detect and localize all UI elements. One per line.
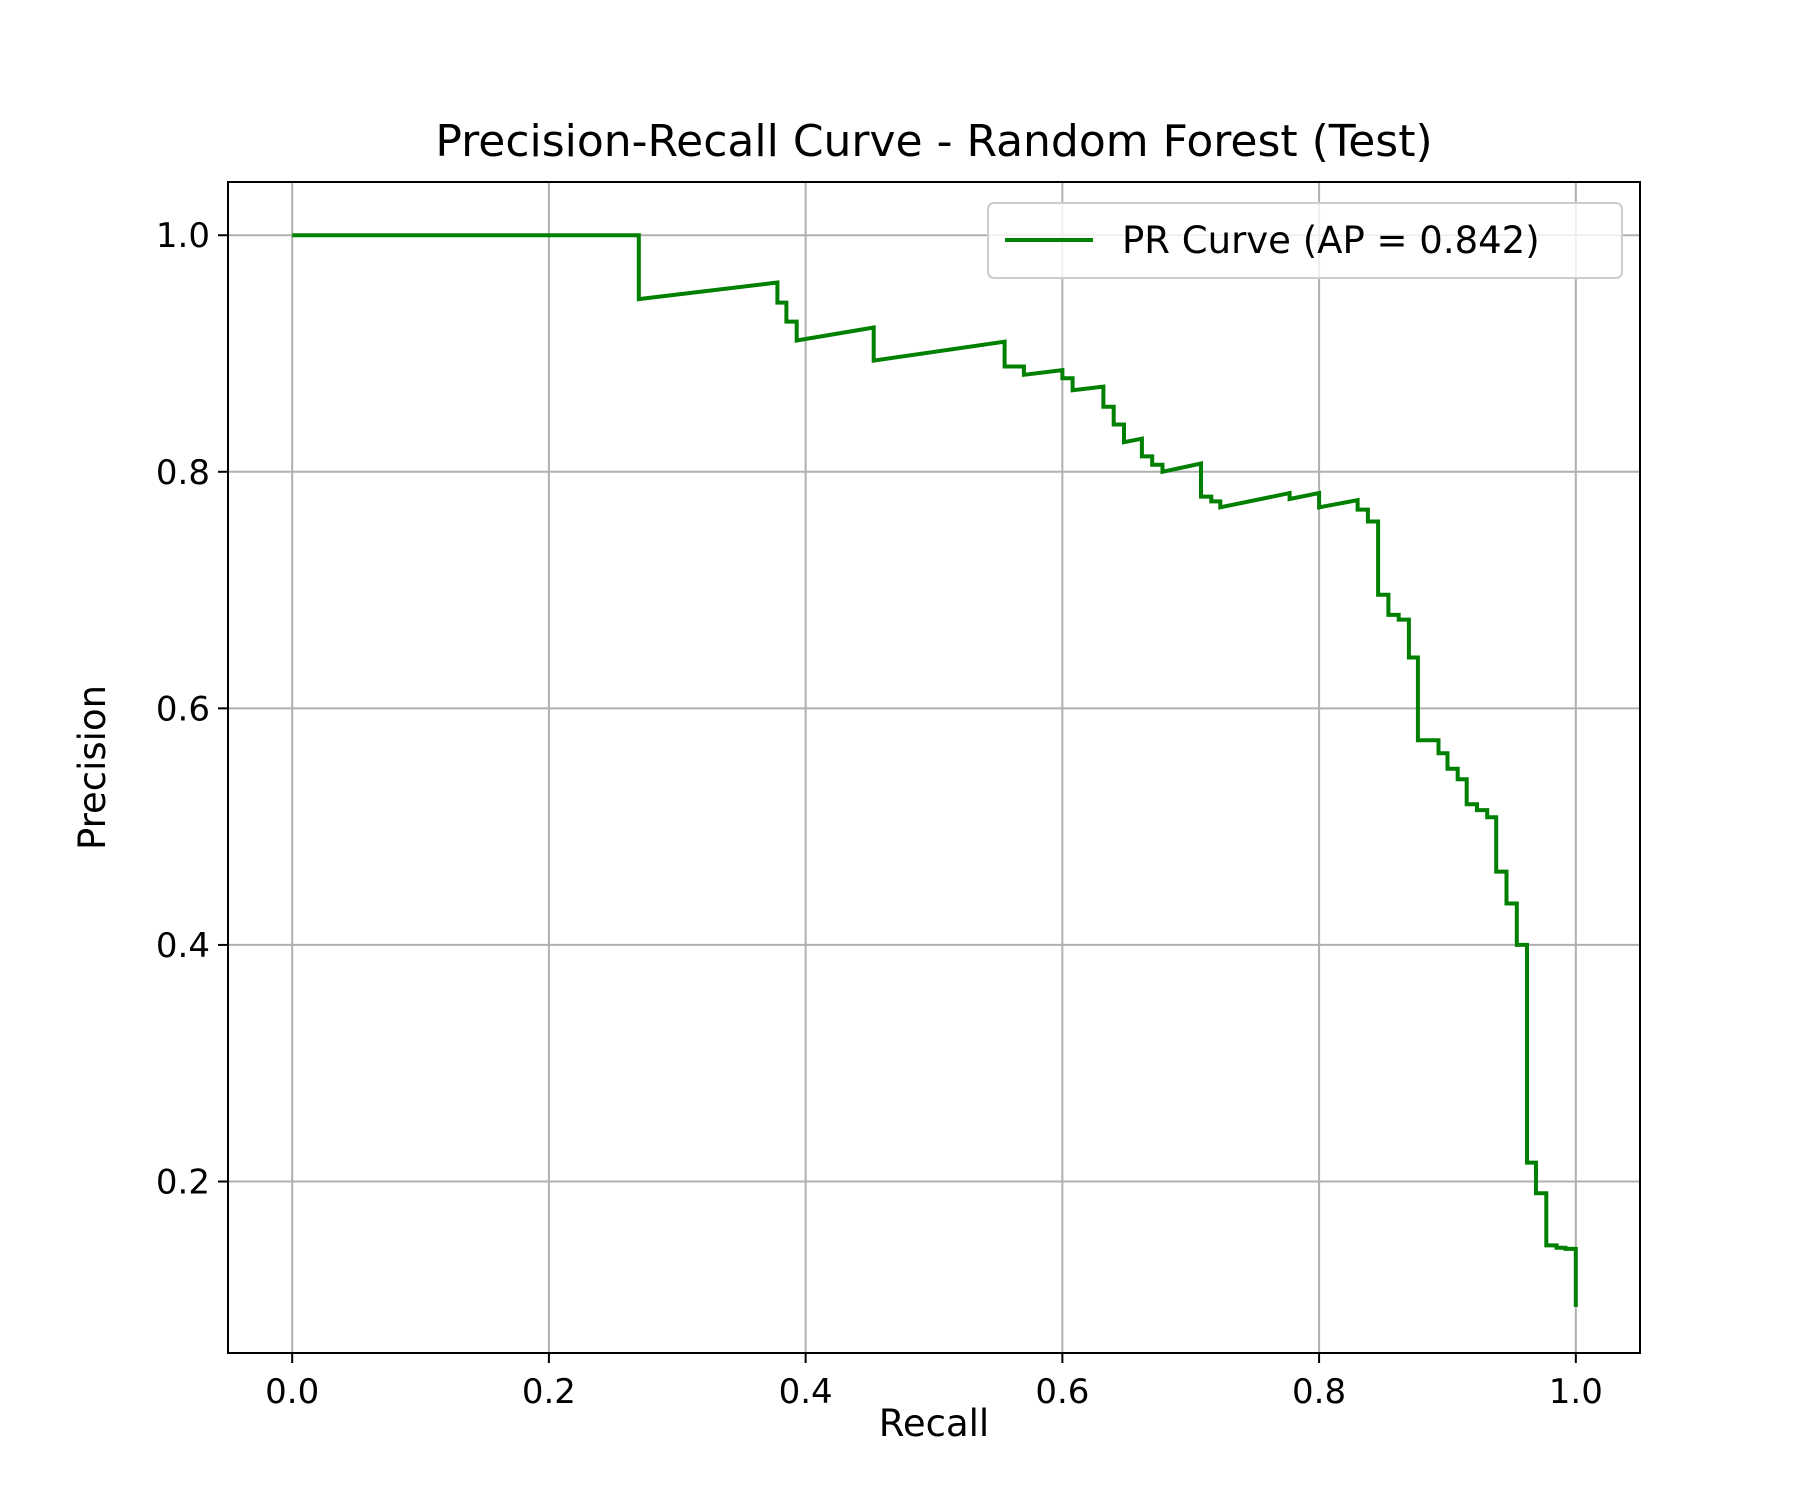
x-tick-label: 0.2	[522, 1372, 576, 1412]
axis-ticks: 0.0 0.2 0.4 0.6 0.8 1.0 0.2 0.4 0.6 0.8 1.0	[156, 216, 1603, 1412]
legend: PR Curve (AP = 0.842)	[987, 202, 1623, 279]
series-layer	[292, 233, 1578, 1307]
legend-label: PR Curve (AP = 0.842)	[1122, 219, 1540, 262]
legend-box	[987, 202, 1623, 279]
x-tick-label: 0.6	[1035, 1372, 1089, 1412]
series-line-0	[292, 233, 1578, 1307]
plot-frame	[227, 181, 1641, 1354]
x-tick-label: 0.4	[779, 1372, 833, 1412]
x-tick-label: 0.0	[265, 1372, 319, 1412]
x-tick-label: 1.0	[1549, 1372, 1603, 1412]
y-tick-label: 0.4	[156, 926, 210, 966]
y-tick-label: 1.0	[156, 216, 210, 256]
y-tick-label: 0.8	[156, 453, 210, 493]
y-axis-title: Precision	[71, 685, 114, 850]
chart-title: Precision-Recall Curve - Random Forest (…	[435, 116, 1432, 167]
y-tick-label: 0.2	[156, 1162, 210, 1202]
x-tick-label: 0.8	[1292, 1372, 1346, 1412]
x-axis-title: Recall	[879, 1402, 989, 1445]
y-tick-label: 0.6	[156, 689, 210, 729]
